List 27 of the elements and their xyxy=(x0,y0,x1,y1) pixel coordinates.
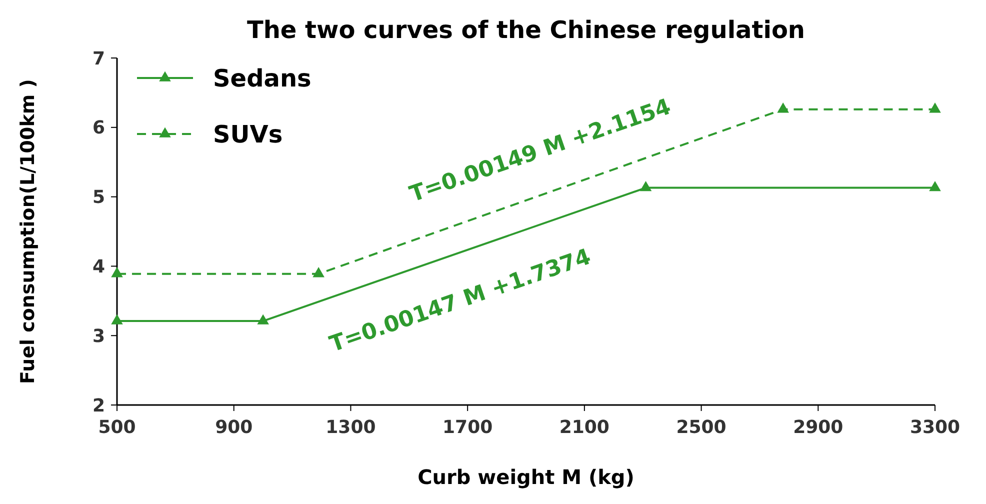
x-tick-label: 500 xyxy=(98,417,136,438)
y-tick-label: 4 xyxy=(92,256,105,278)
point xyxy=(111,314,123,324)
x-tick-label: 2900 xyxy=(793,417,844,438)
x-tick-label: 2500 xyxy=(676,417,726,438)
point xyxy=(640,180,652,192)
point xyxy=(777,102,789,113)
x-tick-label: 1300 xyxy=(326,417,376,438)
point xyxy=(929,180,941,192)
y-tick-label: 5 xyxy=(92,187,105,208)
y-tick-label: 2 xyxy=(92,395,105,416)
point xyxy=(257,314,269,324)
y-tick-label: 7 xyxy=(92,48,105,70)
x-tick-label: 1700 xyxy=(442,417,493,438)
chart-title: The two curves of the Chinese regulation xyxy=(246,16,806,44)
legend-label: Sedans xyxy=(213,64,312,92)
x-tick-label: 900 xyxy=(215,417,253,438)
point xyxy=(111,267,123,278)
point xyxy=(929,102,941,113)
x-axis-title: Curb weight M (kg) xyxy=(418,465,634,489)
legend-label: SUVs xyxy=(213,120,283,148)
y-axis-title: Fuel consumption(L/100km ) xyxy=(17,79,39,384)
point xyxy=(312,267,324,278)
x-tick-label: 2100 xyxy=(559,417,610,438)
y-tick-label: 6 xyxy=(92,118,105,139)
y-tick-label: 3 xyxy=(92,326,105,347)
x-tick-label: 3300 xyxy=(910,417,960,438)
